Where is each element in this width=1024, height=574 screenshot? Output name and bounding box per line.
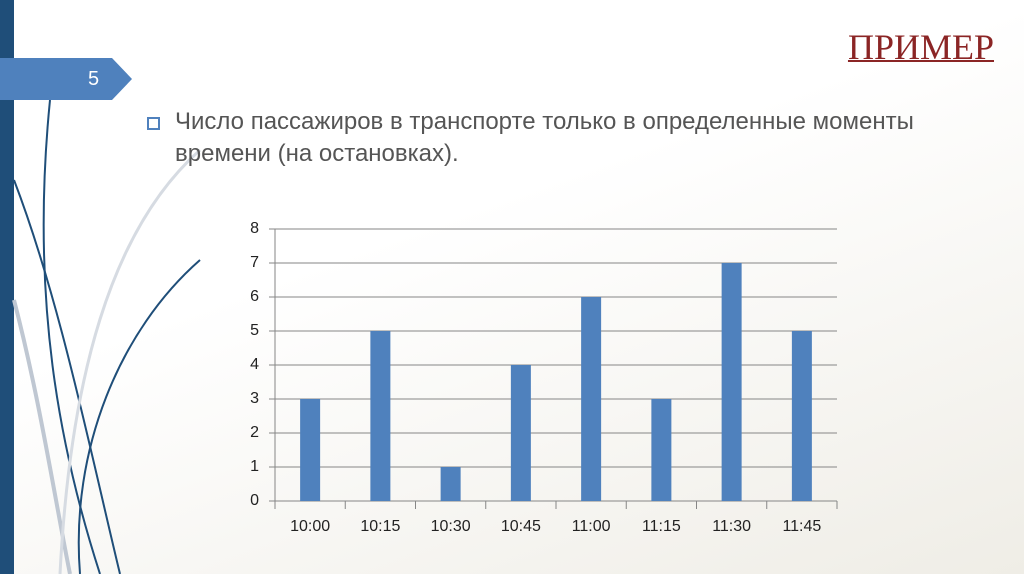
y-tick-label: 4 [250,356,259,373]
bar [651,399,672,501]
curve [42,99,101,574]
y-tick-label: 3 [250,390,259,407]
slide-number: 5 [88,68,100,90]
x-tick-label: 10:30 [431,518,471,535]
curve [77,259,201,574]
bar [791,331,812,501]
bar [510,365,531,501]
bullet-icon [147,117,160,130]
y-tick-label: 0 [250,492,259,509]
x-tick-label: 11:00 [572,518,611,535]
curve [58,148,201,574]
bullet-text: Число пассажиров в транспорте только в о… [175,108,914,167]
y-tick-label: 5 [250,322,259,339]
y-tick-label: 1 [250,458,259,475]
x-tick-label: 10:45 [501,518,541,535]
bar [721,263,742,501]
slide-title: ПРИМЕР [847,27,994,67]
y-tick-label: 2 [250,424,259,441]
x-tick-label: 11:45 [782,518,821,535]
side-stripe [0,0,14,574]
curve [13,179,121,574]
decoration [0,0,201,574]
x-tick-label: 11:30 [712,518,751,535]
x-tick-label: 10:15 [360,518,400,535]
x-tick-label: 10:00 [290,518,330,535]
number-tab [0,58,132,100]
x-tick-label: 11:15 [642,518,681,535]
y-tick-label: 7 [250,254,259,271]
bar [440,467,461,501]
bar [300,399,321,501]
bar [581,297,602,501]
y-tick-label: 8 [250,220,259,237]
curve [12,299,72,574]
bar [370,331,391,501]
y-tick-label: 6 [250,288,259,305]
